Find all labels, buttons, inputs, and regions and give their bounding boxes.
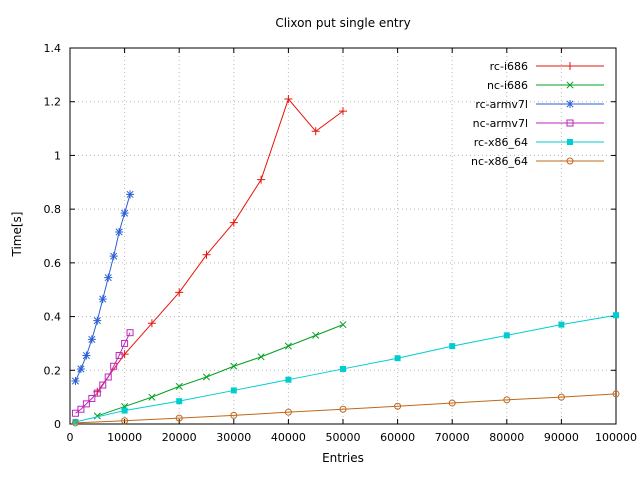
legend-item-rc-armv7l: rc-armv7l	[475, 98, 604, 111]
legend-item-nc-armv7l: nc-armv7l	[473, 117, 604, 130]
legend-item-rc-i686: rc-i686	[490, 60, 604, 73]
svg-text:1: 1	[54, 149, 61, 162]
svg-text:30000: 30000	[216, 431, 251, 444]
legend: rc-i686 nc-i686 rc-armv7l nc-armv7l rc-x86_6…	[471, 60, 604, 168]
svg-text:90000: 90000	[544, 431, 579, 444]
legend-label: nc-x86_64	[471, 155, 528, 168]
svg-text:0.8: 0.8	[44, 203, 62, 216]
legend-item-rc-x86_64: rc-x86_64	[474, 136, 604, 149]
svg-text:20000: 20000	[162, 431, 197, 444]
series-nc-armv7l	[71, 329, 134, 417]
series-rc-i686	[93, 95, 347, 396]
svg-text:0.6: 0.6	[44, 257, 62, 270]
svg-text:0: 0	[67, 431, 74, 444]
legend-label: nc-armv7l	[473, 117, 528, 130]
legend-sample	[536, 119, 604, 127]
x-tick-labels: 0 10000 20000 30000 40000 50000 60000 70000 8000…	[67, 431, 638, 444]
series-nc-x86_64	[71, 390, 620, 427]
x-axis-label: Entries	[322, 451, 364, 465]
svg-text:80000: 80000	[489, 431, 524, 444]
svg-text:70000: 70000	[435, 431, 470, 444]
legend-item-nc-i686: nc-i686	[487, 79, 604, 92]
y-tick-labels: 0 0.2 0.4 0.6 0.8 1 1.2 1.4	[44, 42, 62, 431]
legend-label: rc-armv7l	[475, 98, 528, 111]
svg-text:0.2: 0.2	[44, 364, 62, 377]
svg-text:1.2: 1.2	[44, 96, 62, 109]
legend-sample	[536, 81, 604, 89]
svg-text:40000: 40000	[271, 431, 306, 444]
series-nc-i686	[93, 321, 347, 420]
legend-label: rc-i686	[490, 60, 528, 73]
chart-title: Clixon put single entry	[275, 16, 411, 30]
legend-sample	[536, 100, 604, 108]
legend-sample	[536, 139, 604, 145]
svg-text:0: 0	[54, 418, 61, 431]
svg-text:100000: 100000	[595, 431, 637, 444]
svg-text:60000: 60000	[380, 431, 415, 444]
legend-sample	[536, 62, 604, 70]
legend-item-nc-x86_64: nc-x86_64	[471, 155, 604, 168]
legend-label: rc-x86_64	[474, 136, 528, 149]
series-rc-armv7l	[71, 190, 135, 386]
legend-sample	[536, 157, 604, 165]
svg-text:10000: 10000	[107, 431, 142, 444]
svg-text:0.4: 0.4	[44, 311, 62, 324]
svg-text:50000: 50000	[326, 431, 361, 444]
plot-border	[69, 47, 617, 425]
series-rc-x86_64	[72, 312, 619, 425]
legend-label: nc-i686	[487, 79, 528, 92]
svg-text:1.4: 1.4	[44, 42, 62, 55]
